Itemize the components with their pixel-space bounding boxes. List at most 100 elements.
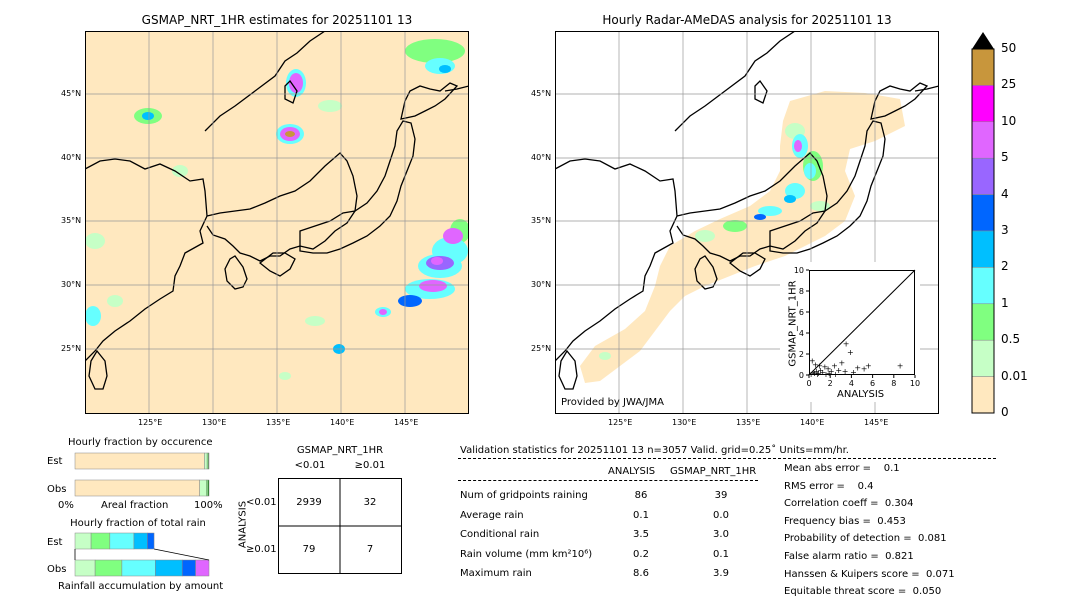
left-lon-tick: 125°E [138, 418, 163, 427]
colorbar-block [971, 85, 995, 123]
stats-row-gsmap: 0.0 [713, 509, 729, 521]
stats-col-analysis: ANALYSIS [608, 466, 656, 477]
stats-subdivider [458, 480, 758, 481]
stats-score: Probability of detection = 0.081 [784, 533, 947, 545]
colorbar-label: 25 [1001, 77, 1017, 92]
scatter-point: + [815, 369, 822, 378]
total-rain-segment [90, 532, 111, 550]
colorbar-label: 2 [1001, 259, 1009, 274]
colorbar-label: 4 [1001, 186, 1009, 201]
total-rain-segment [181, 559, 196, 577]
occurence-segment [74, 479, 200, 497]
stats-row-analysis: 0.1 [633, 509, 649, 521]
total-rain-segment [109, 532, 135, 550]
contingency-row-1: ≥0.01 [246, 544, 277, 555]
stats-row-label: Conditional rain [460, 529, 540, 540]
stats-score: Equitable threat score = 0.050 [784, 586, 942, 598]
scatter-y-tick: 4 [799, 329, 804, 338]
contingency-row-0: <0.01 [246, 497, 277, 508]
occ-tick-0: 0% [58, 500, 74, 511]
scatter-point: + [854, 364, 861, 373]
scatter-y-tick: 8 [799, 287, 804, 296]
right-lon-tick: 125°E [608, 418, 633, 427]
right-lat-tick: 40°N [531, 153, 552, 162]
total-rain-title: Hourly fraction of total rain [70, 518, 206, 529]
left-gridlines [85, 31, 469, 414]
left-lat-tick: 45°N [61, 89, 82, 98]
stats-score: False alarm ratio = 0.821 [784, 551, 914, 562]
scatter-y-tick: 6 [799, 308, 804, 317]
scatter-ylabel: GSMAP_NRT_1HR [787, 280, 799, 367]
stats-row-analysis: 0.2 [633, 548, 649, 560]
occ-tick-100: 100% [194, 500, 223, 511]
contingency-col-0: <0.01 [294, 460, 326, 471]
occurence-segment [204, 452, 208, 470]
contingency-cell: 7 [366, 544, 374, 555]
scatter-point: + [816, 362, 823, 371]
left-lon-tick: 145°E [394, 418, 419, 427]
right-lon-tick: 130°E [672, 418, 697, 427]
scatter-point: + [814, 370, 821, 379]
stats-row-analysis: 8.6 [633, 568, 649, 579]
left-lon-tick: 130°E [202, 418, 227, 427]
left-lat-tick: 35°N [61, 216, 82, 225]
colorbar-block [971, 230, 995, 268]
right-coastlines [555, 31, 939, 390]
colorbar-label: 0.01 [1001, 368, 1028, 383]
colorbar-label: 3 [1001, 223, 1009, 237]
stats-row-label: Num of gridpoints raining [460, 490, 588, 501]
contingency-cell: 79 [302, 544, 316, 555]
colorbar-block [971, 339, 995, 377]
total-rain-segment [195, 559, 210, 577]
scatter-point: + [850, 368, 857, 377]
total-rain-segment [147, 532, 155, 550]
scatter-point: + [847, 348, 854, 357]
scatter-x-tick: 4 [849, 379, 854, 388]
colorbar-block [971, 48, 995, 86]
total-rain-segment [133, 532, 148, 550]
right-rain-patches [599, 123, 830, 360]
right-lon-tick: 140°E [800, 418, 825, 427]
left-lon-tick: 135°E [266, 418, 291, 427]
occurence-segment [199, 479, 207, 497]
tot-est-label: Est [47, 537, 63, 548]
colorbar-block [971, 267, 995, 305]
scatter-point: + [843, 340, 850, 349]
colorbar-label: 0.5 [1001, 332, 1021, 347]
occ-obs-label: Obs [47, 484, 67, 495]
scatter-point: + [839, 358, 846, 367]
right-lat-tick: 25°N [531, 344, 552, 353]
occurence-segment [74, 452, 205, 470]
left-lat-tick: 40°N [61, 153, 82, 162]
scatter-y-tick: 0 [799, 371, 804, 380]
right-map [555, 31, 939, 414]
scatter-point: + [831, 362, 838, 371]
occurence-segment [208, 452, 210, 470]
left-lon-tick: 140°E [330, 418, 355, 427]
diagonal-line [808, 269, 916, 376]
left-rain-patches [85, 39, 469, 380]
right-coverage [580, 91, 905, 383]
scatter-point: + [819, 368, 826, 377]
stats-row-gsmap: 3.9 [713, 568, 729, 579]
occ-est-label: Est [47, 456, 63, 467]
scatter-plot: ++++++++++++++++++ ++ +++++ ++ + 0 2 4 6 8 100246… [794, 266, 920, 388]
stats-score: Frequency bias = 0.453 [784, 515, 906, 527]
colorbar-block [971, 194, 995, 232]
scatter-y-tick: 2 [799, 350, 804, 359]
stats-header: Validation statistics for 20251101 13 n=… [460, 445, 849, 456]
stats-row-gsmap: 39 [714, 490, 728, 501]
scatter-point: + [825, 365, 832, 374]
colorbar-label: 5 [1001, 150, 1009, 165]
stats-row-analysis: 86 [634, 490, 648, 501]
scatter-point: + [832, 370, 839, 379]
scatter-point: + [813, 367, 820, 376]
scatter-point: + [808, 370, 815, 379]
scatter-x-tick: 8 [891, 379, 896, 388]
scatter-point: + [842, 367, 849, 376]
scatter-point: + [809, 356, 816, 365]
total-rain-segment [121, 559, 156, 577]
contingency-row-axis: ANALYSIS [237, 500, 249, 549]
tot-xlabel: Rainfall accumulation by amount [58, 581, 224, 592]
stats-row-label: Rain volume (mm km²10⁶) [460, 548, 593, 560]
